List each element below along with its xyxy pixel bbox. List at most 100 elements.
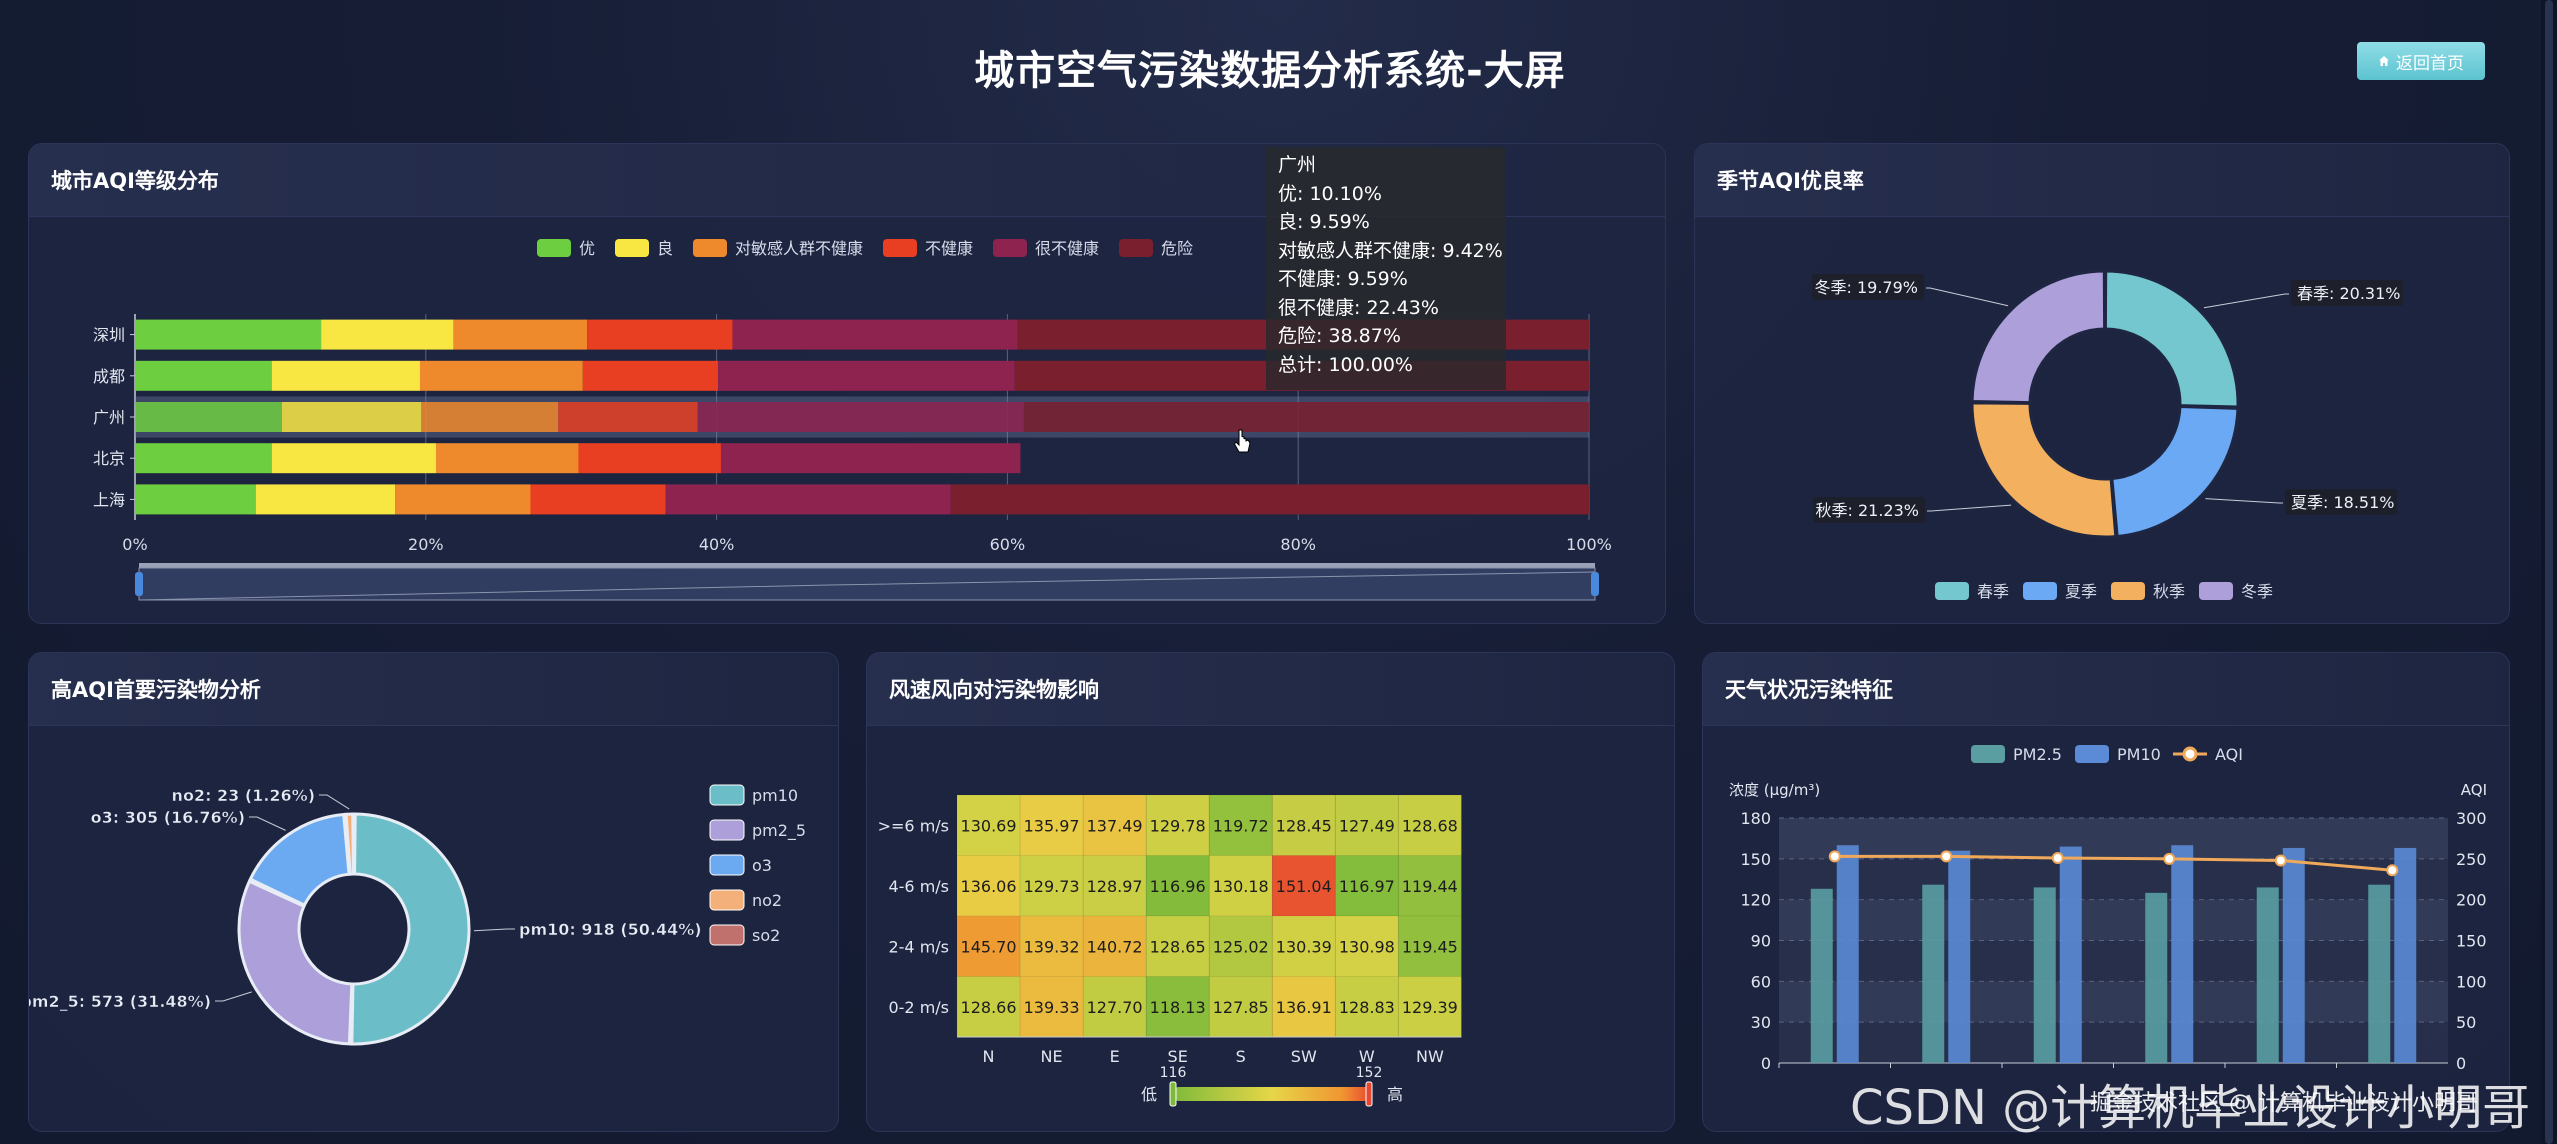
bar-segment bbox=[732, 319, 1018, 350]
bar-segment bbox=[435, 443, 579, 474]
pollutant-chart[interactable]: pm10: 918 (50.44%) pm2_5: 573 (31.48%) o3:… bbox=[29, 653, 838, 1131]
cell-value: 130.98 bbox=[1339, 937, 1395, 956]
grid-band bbox=[1779, 940, 2448, 982]
x-tick-label: 0% bbox=[122, 535, 147, 554]
bar-pm25 bbox=[1810, 888, 1833, 1063]
aqi-point bbox=[1940, 850, 1953, 863]
bar-pm10 bbox=[2394, 847, 2417, 1063]
cell-value: 119.72 bbox=[1213, 816, 1269, 835]
slice-label: o3: 305 (16.76%) bbox=[91, 808, 245, 827]
y-tick-label-right: 50 bbox=[2456, 1013, 2476, 1032]
x-tick-label: NW bbox=[1416, 1047, 1444, 1066]
slice-label: 冬季: 19.79% bbox=[1815, 278, 1919, 297]
legend-label: 春季 bbox=[1977, 582, 2009, 601]
x-tick-label: SW bbox=[1291, 1047, 1317, 1066]
legend-label: 夏季 bbox=[2065, 582, 2097, 601]
tooltip-line: 总计: 100.00% bbox=[1278, 353, 1413, 376]
heatmap-cell bbox=[1334, 976, 1399, 1038]
heatmap-cell bbox=[1334, 855, 1399, 917]
wind-panel-title: 风速风向对污染物影响 bbox=[867, 653, 1674, 726]
cell-value: 130.69 bbox=[961, 816, 1017, 835]
heatmap-cell bbox=[1397, 855, 1462, 917]
scrollbar-thumb[interactable] bbox=[2545, 0, 2553, 1144]
pie-slice bbox=[2110, 404, 2240, 539]
tooltip-title: 广州 bbox=[1278, 154, 1317, 176]
visual-map-max-label: 152 bbox=[1356, 1065, 1383, 1081]
pie-slice bbox=[350, 812, 471, 1046]
aqi-point bbox=[2386, 864, 2399, 877]
cell-value: 139.32 bbox=[1024, 937, 1080, 956]
bar-segment bbox=[395, 484, 531, 515]
bar-segment bbox=[697, 402, 1024, 432]
bar-pm10 bbox=[1836, 845, 1859, 1063]
x-tick-label: 40% bbox=[699, 535, 735, 554]
bar-segment bbox=[665, 484, 951, 515]
x-tick-label: S bbox=[1236, 1047, 1246, 1066]
legend-swatch bbox=[2023, 582, 2057, 600]
x-tick-label: 60% bbox=[990, 535, 1026, 554]
heatmap-cell bbox=[1208, 915, 1273, 977]
cell-value: 128.68 bbox=[1402, 816, 1458, 835]
legend-label: PM2.5 bbox=[2013, 745, 2062, 764]
legend-swatch bbox=[709, 889, 745, 911]
y-tick-label: 0 bbox=[1761, 1054, 1771, 1073]
weather-chart[interactable]: PM2.5 PM10 AQI 浓度 (μg/m³) AQI 0 30 60 90 120 150 18… bbox=[1703, 653, 2509, 1131]
label-box bbox=[1812, 274, 1924, 300]
cell-value: 127.85 bbox=[1213, 998, 1269, 1017]
pie-slice bbox=[1970, 269, 2107, 405]
y-tick-label: 60 bbox=[1751, 972, 1771, 991]
label-line bbox=[249, 816, 286, 831]
slice-label: 夏季: 18.51% bbox=[2291, 493, 2395, 512]
label-line bbox=[473, 928, 515, 932]
heatmap-cell bbox=[956, 855, 1021, 917]
legend-swatch bbox=[1971, 745, 2005, 763]
season-chart[interactable]: 春季: 20.31% 夏季: 18.51% 秋季: 21.23% 冬季: 19.79%… bbox=[1695, 144, 2509, 623]
cell-value: 128.45 bbox=[1276, 816, 1332, 835]
cell-value: 145.70 bbox=[961, 937, 1017, 956]
legend-marker bbox=[2182, 746, 2198, 762]
zoom-handle-right bbox=[1591, 572, 1599, 596]
bar-segment bbox=[578, 443, 721, 474]
pie-slice bbox=[1970, 401, 2118, 539]
y-tick-label: 成都 bbox=[93, 367, 125, 386]
y-tick-label-right: 300 bbox=[2456, 809, 2487, 828]
legend-swatch bbox=[709, 854, 745, 876]
legend-label: so2 bbox=[752, 926, 780, 945]
legend-swatch bbox=[537, 239, 571, 257]
bar-segment bbox=[558, 402, 698, 432]
label-line bbox=[215, 991, 252, 1002]
cell-value: 136.91 bbox=[1276, 998, 1332, 1017]
bar-segment bbox=[271, 443, 436, 474]
bar-segment bbox=[720, 443, 1021, 474]
cell-value: 118.13 bbox=[1150, 998, 1206, 1017]
bar-segment bbox=[135, 443, 272, 474]
visual-map-bar bbox=[1172, 1087, 1372, 1101]
grid-band bbox=[1779, 1022, 2448, 1063]
y-tick-label: 深圳 bbox=[93, 326, 125, 345]
aqi-line bbox=[1834, 854, 2393, 872]
bar-segment bbox=[135, 402, 282, 432]
bar-segment bbox=[135, 484, 256, 515]
legend-label: 良 bbox=[657, 239, 673, 258]
home-button[interactable]: 返回首页 bbox=[2357, 42, 2485, 80]
legend-label: AQI bbox=[2215, 745, 2243, 764]
legend-label: 冬季 bbox=[2241, 582, 2273, 601]
y-tick-label: 2-4 m/s bbox=[888, 937, 949, 956]
legend-swatch bbox=[883, 239, 917, 257]
label-line bbox=[1927, 504, 2012, 512]
wind-heatmap[interactable]: >=6 m/s 130.69 135.97 137.49 129.78 119.72 128… bbox=[867, 653, 1674, 1131]
y-tick-label: 北京 bbox=[93, 449, 125, 468]
tooltip-line: 危险: 38.87% bbox=[1278, 325, 1401, 347]
heatmap-cell bbox=[1082, 915, 1147, 977]
bar-segment bbox=[421, 402, 559, 432]
x-tick-label: N bbox=[983, 1047, 995, 1066]
label-line bbox=[2205, 498, 2283, 504]
zoom-preview-line bbox=[138, 571, 1596, 601]
bar-segment bbox=[321, 319, 454, 350]
bar-segment bbox=[587, 319, 733, 350]
watermark-small: 掘金技术社区 @ 计算机毕业设计小明哥 bbox=[2090, 1091, 2478, 1116]
weather-panel: 天气状况污染特征 PM2.5 PM10 AQI 浓度 (μg/m³) AQI 0 30 60 9… bbox=[1702, 652, 2510, 1132]
cell-value: 139.33 bbox=[1024, 998, 1080, 1017]
tooltip-line: 优: 10.10% bbox=[1278, 182, 1382, 205]
bar-pm10 bbox=[2171, 845, 2194, 1063]
